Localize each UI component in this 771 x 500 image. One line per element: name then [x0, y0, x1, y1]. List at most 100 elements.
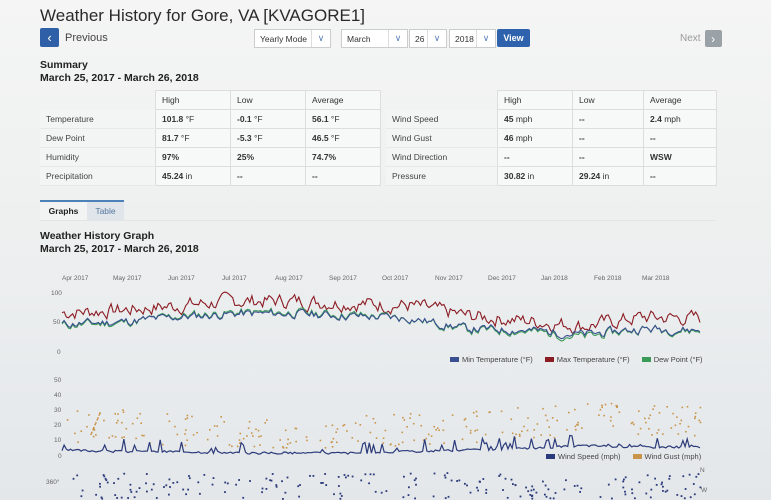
svg-text:May 2017: May 2017 — [113, 275, 142, 282]
value: 45 — [504, 114, 514, 124]
legend-min-temp[interactable]: Min Temperature (°F) — [450, 355, 533, 364]
value: -- — [237, 171, 243, 181]
value: 45.24 — [162, 171, 184, 181]
unit: °F — [180, 133, 190, 143]
value: 81.7 — [162, 133, 179, 143]
chevron-down-icon: ∨ — [427, 30, 446, 47]
legend-label: Dew Point (°F) — [653, 355, 703, 364]
next-button[interactable]: Next › — [680, 30, 722, 47]
row-label: Wind Speed — [386, 109, 498, 129]
wind-y-30: 30 — [54, 407, 62, 414]
unit: °F — [185, 114, 195, 124]
value: -- — [579, 152, 585, 162]
summary-table-left: High Low Average Temperature 101.8 °F -0… — [40, 90, 381, 186]
table-row: Wind Speed 45 mph -- 2.4 mph — [386, 109, 717, 129]
dir-y-360: 360° — [46, 478, 60, 486]
value: 101.8 — [162, 114, 184, 124]
row-label: Wind Direction — [386, 147, 498, 167]
value: 30.82 — [504, 171, 526, 181]
chevron-right-icon: › — [704, 30, 722, 47]
dew-point-line — [61, 307, 701, 342]
wind-chart: 50 40 30 20 10 0 360° N W — [46, 377, 708, 500]
mode-select[interactable]: Yearly Mode ∨ — [254, 29, 331, 48]
wind-y-0: 0 — [58, 453, 62, 460]
tab-table[interactable]: Table — [87, 200, 124, 220]
table-row: Pressure 30.82 in 29.24 in -- — [386, 166, 717, 186]
wind-legend: Wind Speed (mph) Wind Gust (mph) — [546, 452, 701, 461]
svg-text:Jun 2017: Jun 2017 — [168, 275, 195, 282]
row-label: Precipitation — [40, 166, 156, 186]
temp-y-50: 50 — [53, 319, 61, 326]
table-row: Precipitation 45.24 in -- -- — [40, 166, 381, 186]
svg-text:Oct 2017: Oct 2017 — [382, 275, 409, 282]
unit: °F — [330, 114, 340, 124]
max-temp-line — [61, 291, 701, 335]
col-header-average: Average — [305, 90, 381, 110]
row-label: Temperature — [40, 109, 156, 129]
unit: °F — [254, 114, 263, 124]
legend-wind-speed[interactable]: Wind Speed (mph) — [546, 452, 621, 461]
svg-text:Feb 2018: Feb 2018 — [594, 275, 622, 282]
svg-text:Jul 2017: Jul 2017 — [222, 275, 247, 282]
dir-label-w: W — [701, 487, 708, 494]
col-header-high: High — [497, 90, 573, 110]
wind-y-20: 20 — [54, 422, 62, 429]
temperature-chart: Apr 2017 May 2017 Jun 2017 Jul 2017 Aug 2017… — [51, 275, 701, 356]
row-label: Dew Point — [40, 128, 156, 148]
row-label: Pressure — [386, 166, 498, 186]
summary-table-right: High Low Average Wind Speed 45 mph -- 2.… — [386, 90, 717, 186]
day-select[interactable]: 26 ∨ — [409, 29, 447, 48]
chevron-down-icon: ∨ — [476, 30, 495, 47]
unit: in — [185, 171, 193, 181]
temp-legend: Min Temperature (°F) Max Temperature (°F… — [450, 355, 703, 364]
value: 29.24 — [579, 171, 601, 181]
chevron-down-icon: ∨ — [388, 30, 407, 47]
min-temp-line — [61, 308, 701, 340]
wind-direction-points — [72, 472, 702, 500]
month-select[interactable]: March ∨ — [341, 29, 408, 48]
value: 56.1 — [312, 114, 329, 124]
table-row: Dew Point 81.7 °F -5.3 °F 46.5 °F — [40, 128, 381, 148]
legend-max-temp[interactable]: Max Temperature (°F) — [544, 355, 630, 364]
svg-text:Mar 2018: Mar 2018 — [642, 275, 670, 282]
legend-wind-gust[interactable]: Wind Gust (mph) — [632, 452, 701, 461]
legend-dew-point[interactable]: Dew Point (°F) — [641, 355, 703, 364]
svg-text:Nov 2017: Nov 2017 — [435, 275, 463, 282]
svg-text:Dec 2017: Dec 2017 — [488, 275, 516, 282]
value: 97% — [162, 152, 180, 162]
value: -- — [579, 114, 585, 124]
year-select[interactable]: 2018 ∨ — [449, 29, 496, 48]
value: -- — [650, 133, 656, 143]
year-value: 2018 — [455, 33, 474, 44]
value: -0.1 — [237, 114, 252, 124]
value: 46.5 — [312, 133, 329, 143]
wind-y-50: 50 — [54, 377, 62, 384]
chevron-down-icon: ∨ — [311, 30, 330, 47]
graph-range: March 25, 2017 - March 26, 2018 — [40, 243, 199, 255]
day-value: 26 — [415, 33, 425, 44]
unit: °F — [330, 133, 340, 143]
legend-label: Min Temperature (°F) — [462, 355, 533, 364]
tab-graphs[interactable]: Graphs — [40, 200, 87, 220]
value: -- — [312, 171, 318, 181]
unit: mph — [664, 114, 681, 124]
previous-label: Previous — [65, 31, 108, 44]
row-label: Wind Gust — [386, 128, 498, 148]
col-header-average: Average — [643, 90, 717, 110]
wind-y-10: 10 — [54, 437, 62, 444]
legend-label: Wind Speed (mph) — [558, 452, 621, 461]
legend-label: Max Temperature (°F) — [556, 355, 630, 364]
chevron-left-icon: ‹ — [40, 28, 59, 47]
wind-y-40: 40 — [54, 392, 62, 399]
summary-heading: Summary — [40, 59, 88, 71]
mode-value: Yearly Mode — [260, 33, 307, 44]
view-button[interactable]: View — [497, 29, 530, 47]
value: 25% — [237, 152, 255, 162]
previous-button[interactable]: ‹ Previous — [40, 28, 108, 47]
row-label: Humidity — [40, 147, 156, 167]
col-header-low: Low — [230, 90, 306, 110]
svg-text:Jan 2018: Jan 2018 — [541, 275, 568, 282]
col-header-low: Low — [572, 90, 644, 110]
unit: mph — [515, 114, 533, 124]
temp-y-0: 0 — [57, 349, 61, 356]
